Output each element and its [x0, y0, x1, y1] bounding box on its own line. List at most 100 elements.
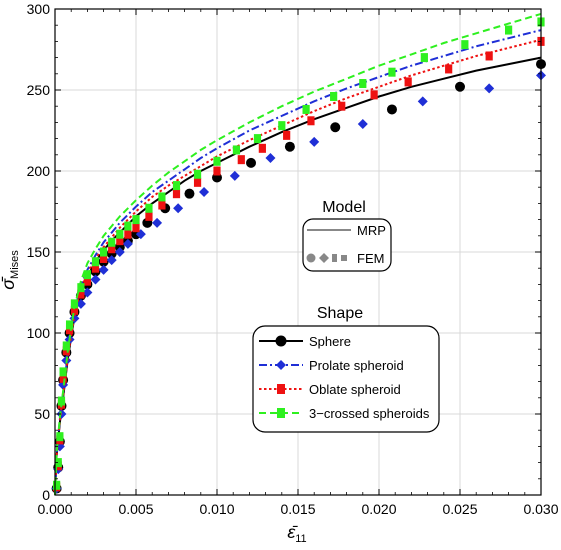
series-layer — [51, 12, 546, 496]
fem-point-3-crossed-spheroids — [158, 192, 166, 202]
fem-point-oblate-spheroid — [404, 77, 412, 87]
fem-point-prolate-spheroid — [82, 287, 93, 298]
shape-legend-box — [252, 325, 440, 433]
fem-point-3-crossed-spheroids — [359, 79, 367, 89]
fem-point-3-crossed-spheroids — [59, 367, 67, 377]
fem-point-oblate-spheroid — [237, 155, 245, 165]
fem-point-oblate-spheroid — [213, 166, 221, 176]
mrp-curve-oblate-spheroid — [54, 38, 542, 496]
fem-point-oblate-spheroid — [158, 200, 166, 210]
legend-label: Oblate spheroid — [309, 382, 401, 397]
fem-point-oblate-spheroid — [193, 177, 202, 187]
legend-marker-sample — [277, 408, 285, 418]
y-tick-label: 150 — [27, 244, 51, 260]
ticks: 0.000 0.005 0.010 0.015 0.020 0.025 0.030 0 50 10… — [27, 1, 559, 517]
series-3-crossed-spheroids — [53, 12, 545, 496]
fem-point-3-crossed-spheroids — [100, 247, 108, 257]
legend-marker-sample — [276, 360, 286, 370]
fem-point-3-crossed-spheroids — [461, 40, 469, 50]
x-axis-label: ε̄11 — [287, 522, 306, 545]
mrp-label: MRP — [357, 223, 386, 238]
fem-point-oblate-spheroid — [307, 116, 315, 126]
fem-point-prolate-spheroid — [114, 247, 125, 257]
fem-point-oblate-spheroid — [70, 305, 79, 315]
fem-point-3-crossed-spheroids — [83, 270, 91, 280]
fem-point-3-crossed-spheroids — [388, 67, 396, 77]
legend-label: 3−crossed spheroids — [309, 406, 430, 421]
model-legend-title: Model — [322, 199, 366, 216]
fem-point-oblate-spheroid — [485, 51, 493, 61]
fem-point-3-crossed-spheroids — [145, 203, 153, 213]
fem-point-prolate-spheroid — [309, 136, 320, 147]
fem-point-3-crossed-spheroids — [232, 145, 241, 155]
fem-point-oblate-spheroid — [172, 189, 181, 199]
fem-point-prolate-spheroid — [98, 264, 109, 275]
legend-entry-oblate-spheroid: Oblate spheroid — [259, 382, 401, 397]
y-tick-label: 50 — [34, 406, 50, 422]
y-axis-label: σ̄Mises — [0, 250, 21, 290]
y-tick-label: 300 — [27, 1, 51, 17]
legend-entry-sphere: Sphere — [259, 334, 351, 349]
x-tick-label: 0.020 — [361, 501, 396, 517]
y-tick-label: 100 — [27, 325, 51, 341]
fem-point-3-crossed-spheroids — [505, 25, 513, 35]
legend-entry-prolate-spheroid: Prolate spheroid — [259, 358, 404, 373]
x-tick-label: 0.010 — [199, 501, 234, 517]
fem-point-prolate-spheroid — [484, 83, 495, 94]
fem-point-oblate-spheroid — [445, 64, 453, 74]
fem-point-sphere — [386, 104, 397, 115]
legend-marker-sample — [277, 384, 285, 394]
fem-point-prolate-spheroid — [199, 187, 210, 198]
y-tick-label: 200 — [27, 163, 51, 179]
fem-point-prolate-spheroid — [173, 203, 184, 214]
y-tick-label: 0 — [42, 487, 50, 503]
fem-point-sphere — [246, 157, 257, 168]
fem-point-sphere — [330, 122, 341, 133]
model-legend: Model MRP FEM — [302, 199, 392, 272]
fem-point-oblate-spheroid — [83, 276, 91, 286]
fem-point-3-crossed-spheroids — [53, 480, 61, 490]
fem-point-3-crossed-spheroids — [65, 320, 74, 330]
fem-point-oblate-spheroid — [145, 211, 153, 221]
fem-point-3-crossed-spheroids — [56, 432, 64, 442]
legend-label: Sphere — [309, 334, 351, 349]
fem-point-3-crossed-spheroids — [62, 341, 70, 351]
fem-point-oblate-spheroid — [124, 229, 132, 239]
fem-point-prolate-spheroid — [122, 238, 133, 249]
fem-point-oblate-spheroid — [132, 223, 140, 233]
fem-point-sphere — [455, 81, 465, 92]
fem-label: FEM — [357, 251, 384, 266]
fem-point-3-crossed-spheroids — [278, 121, 286, 131]
fem-point-3-crossed-spheroids — [124, 221, 132, 231]
fem-point-3-crossed-spheroids — [54, 458, 62, 468]
fem-point-oblate-spheroid — [108, 244, 116, 254]
fem-point-3-crossed-spheroids — [420, 53, 428, 63]
fem-point-oblate-spheroid — [65, 325, 74, 335]
fem-point-3-crossed-spheroids — [193, 169, 202, 179]
fem-point-oblate-spheroid — [100, 253, 108, 263]
shape-legend-entries: Sphere Prolate spheroid Oblate spheroid 3−c… — [259, 334, 430, 421]
fem-point-3-crossed-spheroids — [108, 237, 116, 247]
fem-point-3-crossed-spheroids — [302, 104, 310, 114]
fem-point-oblate-spheroid — [370, 90, 378, 100]
fem-point-3-crossed-spheroids — [172, 181, 181, 191]
shape-legend: Shape Sphere Prolate spheroid Oblate spher… — [252, 305, 440, 433]
fem-point-oblate-spheroid — [91, 263, 100, 273]
legend-label: Prolate spheroid — [309, 358, 404, 373]
fem-point-prolate-spheroid — [417, 96, 428, 107]
fem-point-oblate-spheroid — [258, 143, 266, 153]
x-tick-label: 0.030 — [523, 501, 558, 517]
fem-point-3-crossed-spheroids — [57, 396, 66, 406]
fem-point-3-crossed-spheroids — [116, 229, 124, 239]
fem-point-3-crossed-spheroids — [213, 156, 221, 166]
fem-point-oblate-spheroid — [77, 289, 85, 299]
fem-point-sphere — [284, 141, 295, 152]
fem-point-oblate-spheroid — [283, 130, 291, 140]
fem-point-sphere — [184, 188, 195, 199]
shape-legend-title: Shape — [317, 305, 363, 322]
fem-point-prolate-spheroid — [357, 119, 368, 130]
legend-marker-sample — [275, 335, 287, 347]
fem-point-oblate-spheroid — [59, 373, 67, 383]
